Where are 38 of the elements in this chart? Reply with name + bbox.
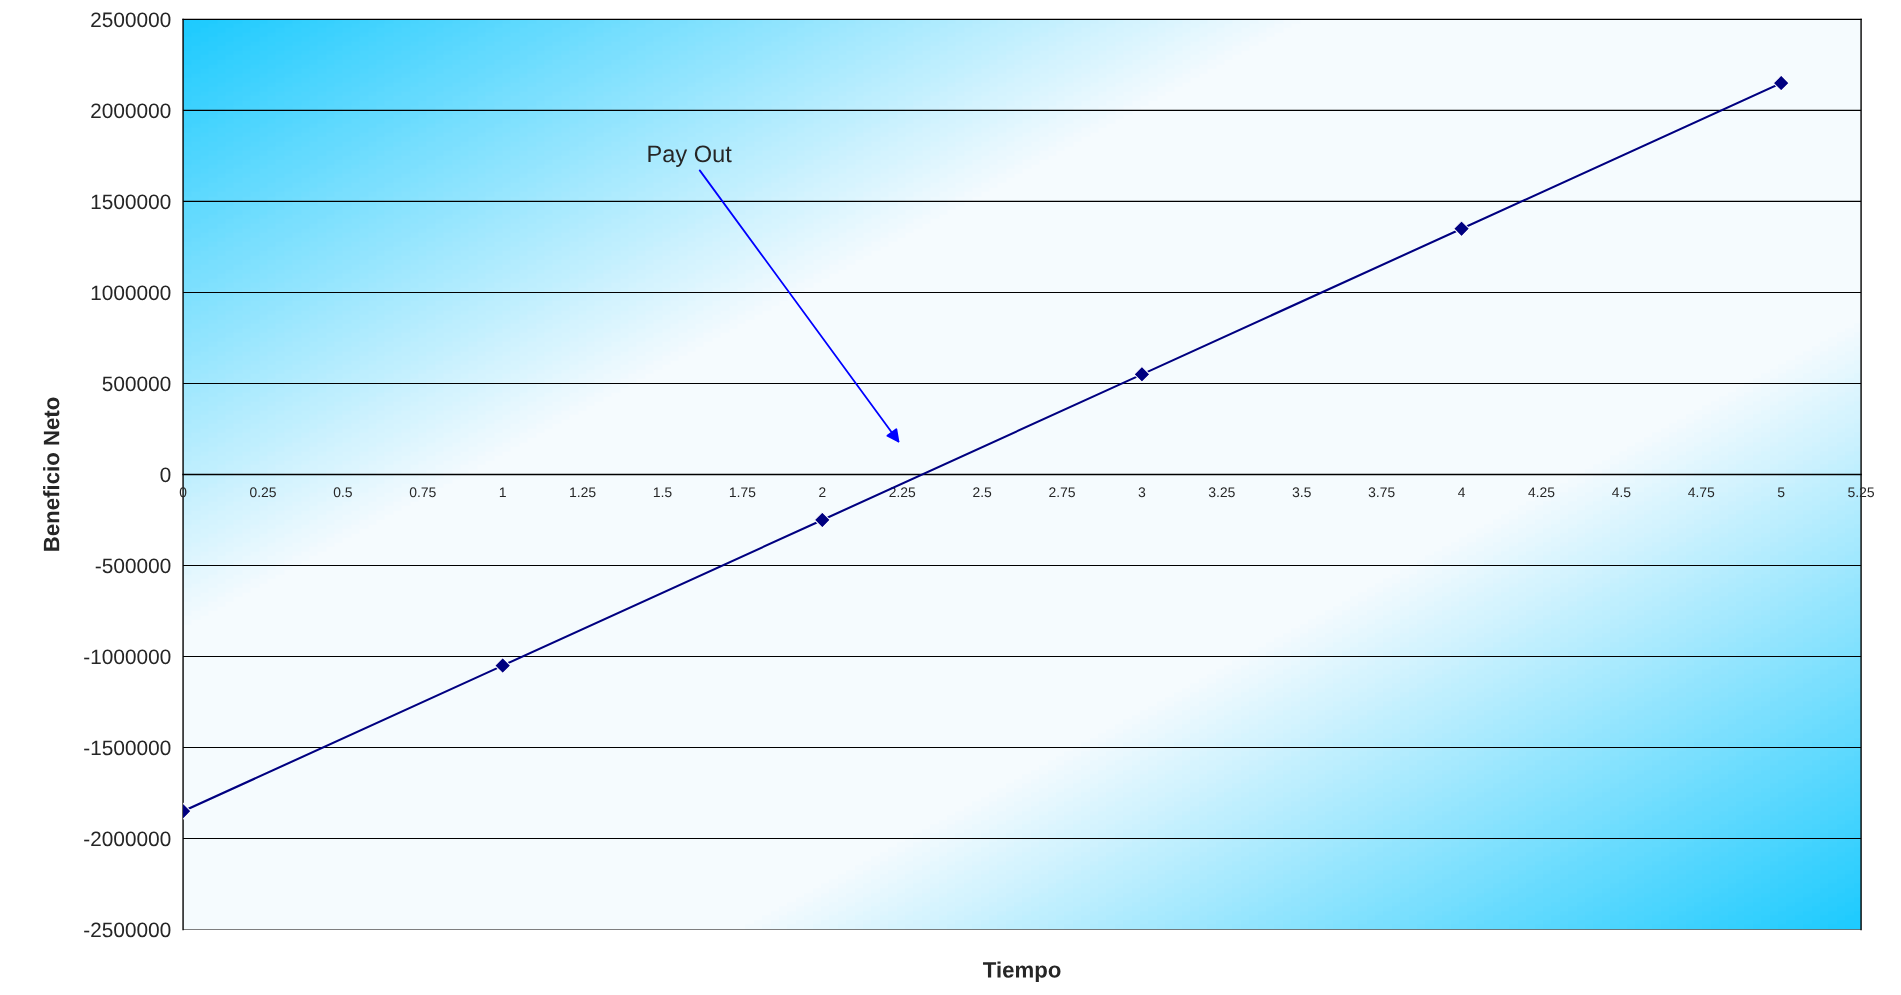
x-tick-label: 2 — [819, 487, 826, 498]
x-tick-label: 3.5 — [1292, 487, 1311, 498]
y-tick-label: -1000000 — [84, 649, 171, 665]
x-tick-label: 0.25 — [250, 487, 276, 498]
x-tick-label: 3 — [1138, 487, 1146, 498]
x-tick-label: 1.75 — [729, 487, 756, 498]
y-tick-label: 1500000 — [91, 194, 171, 210]
y-tick-label: -2500000 — [84, 922, 171, 938]
x-tick-label: 4.5 — [1612, 487, 1631, 498]
y-tick-label: 2000000 — [91, 103, 171, 119]
x-tick-label: 2.75 — [1049, 487, 1075, 498]
point — [1133, 365, 1151, 383]
x-tick-label: 1.25 — [570, 487, 596, 498]
x-tick-label: 1 — [499, 487, 506, 498]
y-tick-label: -1500000 — [84, 740, 171, 756]
x-tick-label: 5 — [1777, 487, 1785, 498]
x-tick-label: 0.75 — [409, 487, 436, 498]
x-tick-label: 0.5 — [333, 487, 352, 498]
x-tick-label: 3.25 — [1208, 487, 1235, 498]
point — [494, 657, 512, 674]
x-tick-label: 4 — [1458, 487, 1466, 498]
point — [1453, 220, 1470, 238]
point — [813, 511, 831, 529]
x-tick-label: 3.75 — [1368, 487, 1395, 498]
y-tick-label: 500000 — [102, 376, 171, 392]
y-tick-label: 1000000 — [91, 285, 171, 301]
y-tick-label: -2000000 — [84, 831, 171, 847]
x-tick-label: 4.25 — [1528, 487, 1555, 498]
y-axis-title: Beneficio Neto — [43, 397, 60, 551]
y-tick-label: -500000 — [95, 558, 171, 574]
x-axis-title: Tiempo — [983, 961, 1061, 983]
y-tick-label: 0 — [160, 467, 171, 483]
point — [1772, 74, 1790, 92]
x-tick-label: 4.75 — [1688, 487, 1715, 498]
x-tick-label: 1.5 — [653, 487, 672, 498]
x-tick-label: 2.5 — [973, 487, 992, 498]
y-tick-label: 2500000 — [91, 12, 171, 28]
annotation: Pay Out — [648, 145, 732, 167]
